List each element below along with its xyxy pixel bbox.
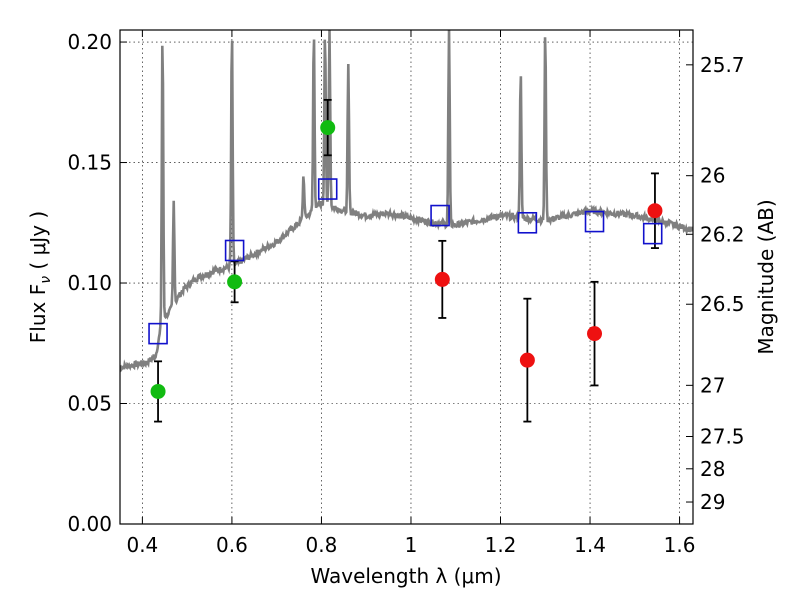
y-axis-label-main: Flux F: [26, 284, 50, 343]
y-tick-label: 0.05: [67, 392, 112, 416]
right-tick-label: 25.7: [700, 53, 745, 77]
x-tick-label: 0.4: [126, 533, 158, 557]
y-tick-label: 0.20: [67, 30, 112, 54]
red-data-point: [434, 271, 450, 287]
right-tick-label: 26.5: [700, 292, 745, 316]
y-tick-label: 0.15: [67, 151, 112, 175]
right-tick-label: 28: [700, 457, 725, 481]
red-data-point: [519, 352, 535, 368]
green-data-point: [227, 274, 243, 290]
model-photometry-square: [317, 178, 338, 200]
x-tick-label: 1: [405, 533, 418, 557]
red-data-point: [587, 326, 603, 342]
model-photometry-square: [642, 222, 663, 245]
y-axis-label-sub: ν: [38, 276, 54, 284]
x-tick-label: 1.2: [485, 533, 517, 557]
model-photometry-square: [584, 210, 605, 233]
y-tick-label: 0.10: [67, 271, 112, 295]
axes: 0.4 0.6 0.8 1 1.2 1.4 1.6 0.00 0.05 0.10 0.15 0.20 2…: [67, 30, 745, 557]
right-tick-label: 26.2: [700, 222, 745, 246]
model-photometry-square: [148, 322, 168, 345]
y-tick-label: 0.00: [67, 512, 112, 536]
right-tick-label: 26: [700, 164, 725, 188]
y-axis-label-unit: ( μJy ): [26, 211, 50, 276]
model-photometry-square: [430, 204, 450, 227]
x-tick-label: 1.6: [664, 533, 696, 557]
x-tick-label: 1.4: [574, 533, 606, 557]
model-photometry-square: [517, 211, 538, 234]
data-marks: [148, 98, 663, 423]
y-axis-right-label: Magnitude (AB): [754, 199, 778, 354]
model-spectrum: [120, 30, 693, 373]
red-data-point: [647, 203, 663, 219]
green-data-point: [150, 383, 166, 399]
y-axis-label: Flux Fν ( μJy ): [26, 211, 54, 343]
model-spectrum-line: [120, 30, 693, 373]
right-tick-label: 29: [700, 490, 725, 514]
right-tick-label: 27: [700, 373, 725, 397]
model-photometry-square: [224, 239, 245, 262]
x-axis-label: Wavelength λ (μm): [310, 564, 501, 588]
plot-frame: [119, 29, 694, 525]
green-data-point: [320, 120, 336, 136]
x-tick-label: 0.6: [216, 533, 248, 557]
right-tick-label: 27.5: [700, 425, 745, 449]
x-tick-label: 0.8: [306, 533, 338, 557]
